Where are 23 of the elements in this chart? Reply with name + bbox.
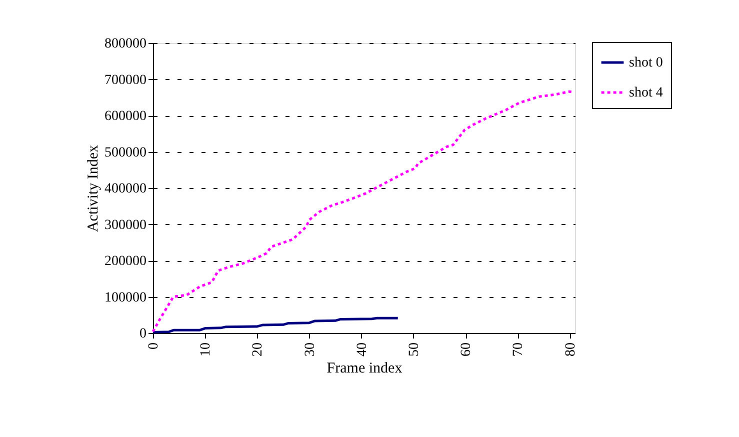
x-tick-label: 10 <box>198 342 214 356</box>
x-axis-title: Frame index <box>326 360 403 376</box>
x-tick-label: 70 <box>511 342 526 356</box>
y-tick-label: 100000 <box>104 290 146 306</box>
x-tick-label: 60 <box>459 342 474 356</box>
y-tick-label: 800000 <box>104 36 146 52</box>
x-tick-label: 50 <box>406 342 422 356</box>
legend-label: shot 4 <box>629 86 663 100</box>
x-tick-label: 40 <box>354 342 370 356</box>
y-tick-label: 400000 <box>104 182 146 196</box>
y-tick-label: 300000 <box>104 218 146 233</box>
x-tick-label: 30 <box>302 342 318 356</box>
x-tick-label: 80 <box>563 342 578 356</box>
x-tick-label: 20 <box>250 342 266 356</box>
y-tick-label: 0 <box>140 326 146 342</box>
y-axis-title: Activity Index <box>86 144 102 232</box>
line-series <box>152 316 400 334</box>
y-tick-label: 200000 <box>104 254 146 269</box>
y-tick-label: 500000 <box>104 145 146 160</box>
y-tick-label: 700000 <box>104 72 146 88</box>
x-tick-label: 0 <box>146 342 162 350</box>
legend-label: shot 0 <box>629 56 663 70</box>
y-tick-label: 600000 <box>104 109 146 124</box>
